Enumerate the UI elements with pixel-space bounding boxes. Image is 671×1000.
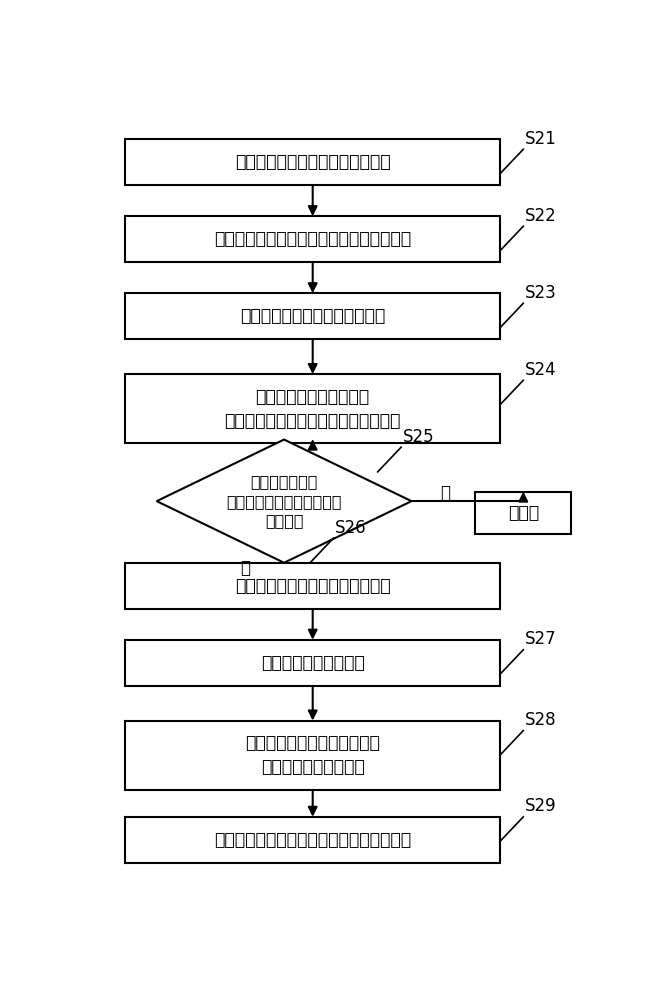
Text: 判定该相应监控设备具有合法身份: 判定该相应监控设备具有合法身份 [235, 577, 391, 595]
Text: 判断第一主密钥
与设备信息中的第二主密钥
是否一致: 判断第一主密钥 与设备信息中的第二主密钥 是否一致 [226, 474, 342, 528]
Bar [475, 492, 572, 534]
Text: 接收该相应监控设备的回复信息: 接收该相应监控设备的回复信息 [240, 307, 385, 325]
Bar [125, 216, 500, 262]
Text: 根据设置参数向相应监控设备发送激活信号: 根据设置参数向相应监控设备发送激活信号 [214, 230, 411, 248]
Text: S21: S21 [525, 130, 557, 148]
Text: 无操作: 无操作 [508, 504, 539, 522]
Text: S22: S22 [525, 207, 557, 225]
Text: 是: 是 [240, 559, 250, 577]
Text: 将改变后的第一预设密钥算法
发送至该相应监控设备: 将改变后的第一预设密钥算法 发送至该相应监控设备 [245, 734, 380, 776]
Text: 接收对于数据传输方式的设置参数: 接收对于数据传输方式的设置参数 [235, 153, 391, 171]
Bar [125, 817, 500, 863]
Bar [125, 139, 500, 185]
Text: 根据自身第一准主密钥，
通过第一预设密钥算法生成第一主密钥: 根据自身第一准主密钥， 通过第一预设密钥算法生成第一主密钥 [225, 388, 401, 430]
Text: S23: S23 [525, 284, 557, 302]
Text: S25: S25 [403, 428, 434, 446]
Text: 向该相应监控设备发送动力电池组安全数据: 向该相应监控设备发送动力电池组安全数据 [214, 831, 411, 849]
Text: S26: S26 [335, 519, 366, 537]
Polygon shape [156, 440, 411, 563]
Text: 改变第一预设密钥算法: 改变第一预设密钥算法 [261, 654, 364, 672]
Bar [125, 374, 500, 443]
Text: S29: S29 [525, 797, 556, 815]
Bar [125, 721, 500, 790]
Text: S24: S24 [525, 361, 556, 379]
Text: S27: S27 [525, 630, 556, 648]
Bar [125, 563, 500, 609]
Text: 否: 否 [440, 484, 450, 502]
Text: S28: S28 [525, 711, 556, 729]
Bar [125, 640, 500, 686]
Bar [125, 293, 500, 339]
